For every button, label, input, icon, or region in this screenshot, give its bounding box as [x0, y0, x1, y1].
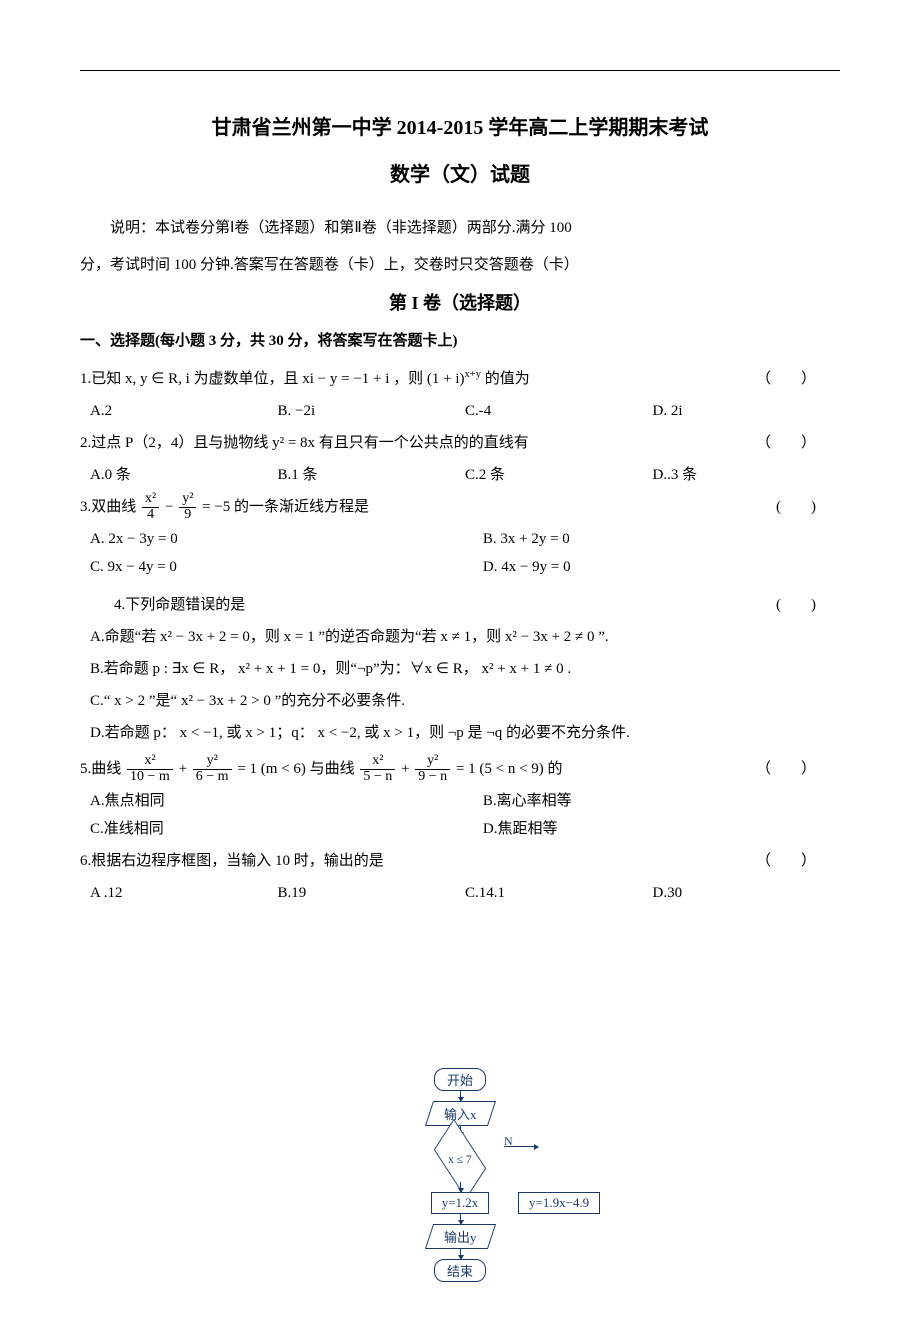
q3-options-row2: C. 9x − 4y = 0 D. 4x − 9y = 0: [90, 553, 840, 582]
q1-stem-pre: 1.已知 x, y ∈ R, i 为虚数单位，且 xi − y = −1 + i…: [80, 371, 465, 387]
q5-f2: y²6 − m: [193, 754, 232, 784]
q5-plus1: +: [179, 761, 191, 777]
section-1-title: 第 I 卷（选择题）: [80, 289, 840, 315]
q5-f3d: 5 − n: [360, 770, 395, 785]
q5-f1: x²10 − m: [127, 754, 173, 784]
fc-arrow-3: [460, 1182, 461, 1192]
q1-opt-d: D. 2i: [653, 396, 841, 426]
q3-paren: ( ): [776, 492, 840, 522]
q5-f1d: 10 − m: [127, 770, 173, 785]
q3-opt-d: D. 4x − 9y = 0: [483, 553, 840, 582]
page-title-line2: 数学（文）试题: [80, 158, 840, 187]
fc-no-branch: y=1.9x−4.9: [518, 1192, 600, 1214]
question-6: 6.根据右边程序框图，当输入 10 时，输出的是 （ ）: [80, 846, 840, 876]
q5-options-row1: A.焦点相同 B.离心率相等: [90, 787, 840, 816]
question-2: 2.过点 P（2，4）且与抛物线 y² = 8x 有且只有一个公共点的的直线有 …: [80, 428, 840, 458]
q1-stem-post: 的值为: [481, 371, 530, 387]
q4-opt-c: C.“ x > 2 ”是“ x² − 3x + 2 > 0 ”的充分不必要条件.: [90, 686, 840, 716]
fc-arrow-4: [460, 1214, 461, 1224]
fc-input-label: 输入x: [444, 1104, 477, 1123]
q5-opt-b: B.离心率相等: [483, 787, 840, 816]
q2-opt-c: C.2 条: [465, 460, 653, 490]
fc-arrow-5: [460, 1249, 461, 1259]
fc-output-label: 输出y: [444, 1227, 477, 1246]
q3-opt-c: C. 9x − 4y = 0: [90, 553, 483, 582]
q2-opt-a: A.0 条: [90, 460, 278, 490]
q5-opt-d: D.焦距相等: [483, 815, 840, 844]
q3-frac2: y²9: [179, 492, 196, 522]
q5-f3: x²5 − n: [360, 754, 395, 784]
q5-opt-a: A.焦点相同: [90, 787, 483, 816]
q5-f4: y²9 − n: [415, 754, 450, 784]
q2-stem: 2.过点 P（2，4）且与抛物线 y² = 8x 有且只有一个公共点的的直线有: [80, 435, 529, 451]
q6-opt-a: A .12: [90, 878, 278, 908]
q3-pre: 3.双曲线: [80, 499, 140, 515]
question-5: 5.曲线 x²10 − m + y²6 − m = 1 (m < 6) 与曲线 …: [80, 754, 840, 785]
flowchart: 开始 输入x x ≤ 7 N y=1.2x y=1.9x−4.9 输出y 结束: [355, 1068, 565, 1282]
exam-page: 甘肃省兰州第一中学 2014-2015 学年高二上学期期末考试 数学（文）试题 …: [0, 0, 920, 1322]
q5-post: = 1 (5 < n < 9) 的: [456, 761, 563, 777]
fc-arrow-1: [460, 1091, 461, 1101]
q3-post: = −5 的一条渐近线方程是: [202, 499, 369, 515]
page-title-line1: 甘肃省兰州第一中学 2014-2015 学年高二上学期期末考试: [80, 111, 840, 140]
q5-plus2: +: [401, 761, 413, 777]
q1-paren: （ ）: [756, 364, 840, 394]
q5-options-row2: C.准线相同 D.焦距相等: [90, 815, 840, 844]
fc-input: 输入x: [425, 1101, 496, 1126]
q5-f4n: y²: [415, 754, 450, 770]
q1-opt-a: A.2: [90, 396, 278, 426]
q3-opt-a: A. 2x − 3y = 0: [90, 525, 483, 554]
q6-opt-d: D.30: [653, 878, 841, 908]
q5-f2d: 6 − m: [193, 770, 232, 785]
question-4: 4.下列命题错误的是 ( ): [114, 590, 840, 620]
q3-frac1: x²4: [142, 492, 159, 522]
q2-paren: （ ）: [756, 428, 840, 458]
q5-opt-c: C.准线相同: [90, 815, 483, 844]
q3-opt-b: B. 3x + 2y = 0: [483, 525, 840, 554]
q5-mid: = 1 (m < 6) 与曲线: [237, 761, 358, 777]
q5-f2n: y²: [193, 754, 232, 770]
q1-exp: x+y: [465, 369, 481, 380]
q5-pre: 5.曲线: [80, 761, 125, 777]
q6-options: A .12 B.19 C.14.1 D.30: [90, 878, 840, 908]
question-3: 3.双曲线 x²4 − y²9 = −5 的一条渐近线方程是 ( ): [80, 492, 840, 523]
q4-opt-d: D.若命题 p： x < −1, 或 x > 1；q： x < −2, 或 x …: [90, 718, 840, 748]
fc-output: 输出y: [425, 1224, 496, 1249]
q4-stem: 4.下列命题错误的是: [114, 597, 245, 613]
fc-start: 开始: [434, 1068, 486, 1091]
q3-frac2-num: y²: [179, 492, 196, 508]
top-rule: [80, 70, 840, 71]
q3-frac1-den: 4: [142, 508, 159, 523]
q6-paren: （ ）: [756, 846, 840, 876]
q3-minus: −: [165, 499, 177, 515]
q1-opt-c: C.-4: [465, 396, 653, 426]
q3-options-row1: A. 2x − 3y = 0 B. 3x + 2y = 0: [90, 525, 840, 554]
q5-f1n: x²: [127, 754, 173, 770]
q2-options: A.0 条 B.1 条 C.2 条 D..3 条: [90, 460, 840, 490]
q6-opt-b: B.19: [278, 878, 466, 908]
fc-end: 结束: [434, 1259, 486, 1282]
q4-opt-b: B.若命题 p : ∃x ∈ R， x² + x + 1 = 0，则“¬p”为：…: [90, 654, 840, 684]
q6-opt-c: C.14.1: [465, 878, 653, 908]
instructions-line1: 说明：本试卷分第Ⅰ卷（选择题）和第Ⅱ卷（非选择题）两部分.满分 100: [80, 215, 840, 242]
q4-opt-a: A.命题“若 x² − 3x + 2 = 0，则 x = 1 ”的逆否命题为“若…: [90, 622, 840, 652]
question-1: 1.已知 x, y ∈ R, i 为虚数单位，且 xi − y = −1 + i…: [80, 364, 840, 394]
q5-paren: （ ）: [756, 754, 840, 784]
fc-hline: [504, 1146, 538, 1147]
q2-opt-d: D..3 条: [653, 460, 841, 490]
q3-frac2-den: 9: [179, 508, 196, 523]
fc-yes-branch: y=1.2x: [431, 1192, 490, 1214]
q5-f3n: x²: [360, 754, 395, 770]
q6-stem: 6.根据右边程序框图，当输入 10 时，输出的是: [80, 853, 384, 869]
part-a-heading: 一、选择题(每小题 3 分，共 30 分，将答案写在答题卡上): [80, 329, 840, 350]
q1-opt-b: B. −2i: [278, 396, 466, 426]
instructions-line2: 分，考试时间 100 分钟.答案写在答题卷（卡）上，交卷时只交答题卷（卡）: [80, 252, 840, 279]
q5-f4d: 9 − n: [415, 770, 450, 785]
q1-options: A.2 B. −2i C.-4 D. 2i: [90, 396, 840, 426]
q4-paren: ( ): [776, 590, 840, 620]
q2-opt-b: B.1 条: [278, 460, 466, 490]
q3-frac1-num: x²: [142, 492, 159, 508]
fc-side-branch: [504, 1146, 538, 1147]
fc-cond-label: x ≤ 7: [448, 1151, 471, 1165]
